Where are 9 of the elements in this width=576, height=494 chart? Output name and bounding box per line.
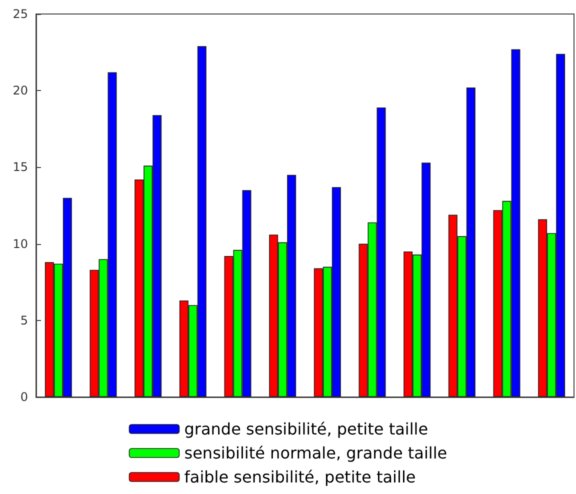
legend-label: faible sensibilité, petite taille: [184, 468, 416, 486]
y-tick-label: 25: [12, 7, 28, 21]
y-tick-label: 15: [12, 160, 28, 174]
legend-label: sensibilité normale, grande taille: [184, 444, 448, 462]
legend-label: grande sensibilité, petite taille: [184, 420, 428, 438]
y-tick-label: 5: [20, 313, 28, 328]
y-tick-label: 0: [20, 390, 28, 404]
y-tick-label: 20: [12, 84, 28, 98]
y-tick-label: 10: [12, 236, 28, 251]
